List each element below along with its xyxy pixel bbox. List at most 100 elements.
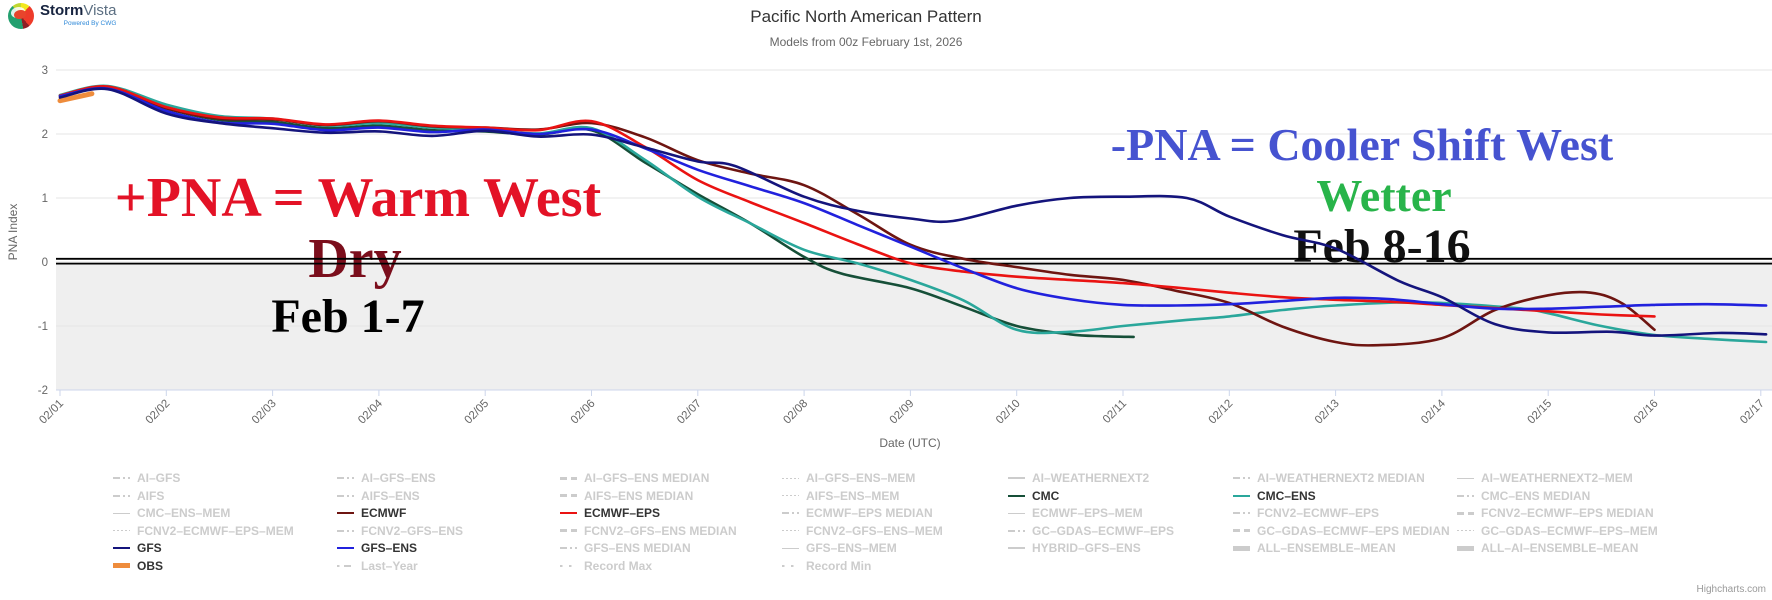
- legend-item-gfs[interactable]: GFS: [113, 541, 162, 555]
- legend-item-gc-gdas-ecmwf-eps-mem[interactable]: GC–GDAS–ECMWF–EPS–MEM: [1457, 524, 1658, 538]
- legend-item-ecmwf[interactable]: ECMWF: [337, 506, 406, 520]
- legend-swatch: [1008, 494, 1025, 497]
- legend-label: ECMWF: [361, 506, 407, 520]
- legend-item-aifs-ens-median[interactable]: AIFS–ENS MEDIAN: [560, 489, 693, 503]
- legend-item-cmc[interactable]: CMC: [1008, 489, 1059, 503]
- legend-label: CMC–ENS MEDIAN: [1481, 488, 1591, 503]
- legend-label: ECMWF–EPS: [584, 506, 661, 520]
- legend-item-obs[interactable]: OBS: [113, 559, 163, 573]
- highcharts-credit[interactable]: Highcharts.com: [1696, 584, 1766, 595]
- series-line-obs: [57, 91, 95, 104]
- legend-item-gc-gdas-ecmwf-eps-median[interactable]: GC–GDAS–ECMWF–EPS MEDIAN: [1233, 524, 1450, 538]
- legend-item-ai-gfs-ens-median[interactable]: AI–GFS–ENS MEDIAN: [560, 471, 709, 485]
- legend-item-ecmwf-eps-median[interactable]: ECMWF–EPS MEDIAN: [782, 506, 933, 520]
- annotation-warm-west: +PNA = Warm West: [114, 167, 602, 229]
- legend-swatch: [782, 530, 799, 531]
- legend-item-fcnv2-gfs-ens-median[interactable]: FCNV2–GFS–ENS MEDIAN: [560, 524, 737, 538]
- legend-item-ai-gfs-ens[interactable]: AI–GFS–ENS: [337, 471, 436, 485]
- legend-item-ai-gfs-ens-mem[interactable]: AI–GFS–ENS–MEM: [782, 471, 915, 485]
- legend-swatch: [560, 564, 577, 567]
- legend-item-ai-gfs[interactable]: AI–GFS: [113, 471, 180, 485]
- annotation-wetter: Wetter: [1316, 170, 1452, 221]
- stormvista-logo[interactable]: StormVista Powered By CWG: [8, 3, 116, 29]
- legend-swatch: [337, 547, 354, 549]
- legend-label: GFS: [137, 541, 162, 555]
- legend-item-fcnv2-gfs-ens-mem[interactable]: FCNV2–GFS–ENS–MEM: [782, 524, 943, 538]
- legend-item-last-year[interactable]: Last–Year: [337, 559, 418, 573]
- legend-item-ai-weathernext2-mem[interactable]: AI–WEATHERNEXT2–MEM: [1457, 471, 1633, 485]
- legend-swatch: [337, 564, 354, 567]
- legend-label: AI–GFS–ENS–MEM: [806, 471, 916, 485]
- legend-item-fcnv2-ecmwf-eps-mem[interactable]: FCNV2–ECMWF–EPS–MEM: [113, 524, 294, 538]
- logo-tagline: Powered By CWG: [63, 20, 117, 27]
- legend-swatch: [113, 494, 130, 497]
- legend-item-fcnv2-gfs-ens[interactable]: FCNV2–GFS–ENS: [337, 524, 463, 538]
- legend-item-gfs-ens[interactable]: GFS–ENS: [337, 541, 417, 555]
- legend-item-fcnv2-ecmwf-eps-median[interactable]: FCNV2–ECMWF–EPS MEDIAN: [1457, 506, 1654, 520]
- legend-swatch: [337, 477, 354, 479]
- legend-swatch: [560, 547, 577, 549]
- legend-swatch: [560, 529, 577, 532]
- legend-label: AI–GFS–ENS: [361, 471, 436, 485]
- legend-item-fcnv2-ecmwf-eps[interactable]: FCNV2–ECMWF–EPS: [1233, 506, 1379, 520]
- legend-item-aifs[interactable]: AIFS: [113, 489, 164, 503]
- legend-label: AI–GFS–ENS MEDIAN: [584, 471, 710, 485]
- legend-swatch: [1457, 494, 1474, 497]
- legend-label: FCNV2–GFS–ENS: [361, 523, 464, 538]
- legend-item-cmc-ens-mem[interactable]: CMC–ENS–MEM: [113, 506, 230, 520]
- legend-item-aifs-ens[interactable]: AIFS–ENS: [337, 489, 420, 503]
- legend-swatch: [337, 512, 354, 514]
- legend-swatch: [113, 563, 130, 568]
- legend-item-cmc-ens-median[interactable]: CMC–ENS MEDIAN: [1457, 489, 1590, 503]
- legend-item-gc-gdas-ecmwf-eps[interactable]: GC–GDAS–ECMWF–EPS: [1008, 524, 1174, 538]
- legend-label: FCNV2–ECMWF–EPS–MEM: [137, 523, 294, 538]
- legend-swatch: [782, 495, 799, 496]
- legend-swatch: [560, 476, 577, 480]
- legend-item-ecmwf-eps[interactable]: ECMWF–EPS: [560, 506, 660, 520]
- legend-label: ECMWF–EPS MEDIAN: [806, 506, 933, 520]
- legend-item-all-ensemble-mean[interactable]: ALL–ENSEMBLE–MEAN: [1233, 541, 1396, 555]
- legend-label: AIFS–ENS: [361, 488, 420, 503]
- legend-item-ai-weathernext2[interactable]: AI–WEATHERNEXT2: [1008, 471, 1149, 485]
- legend-swatch: [1457, 511, 1474, 515]
- legend-label: OBS: [137, 558, 164, 573]
- annotation-feb-8-16: Feb 8-16: [1293, 220, 1471, 273]
- legend-swatch: [1233, 545, 1250, 551]
- legend-label: GC–GDAS–ECMWF–EPS MEDIAN: [1257, 523, 1450, 538]
- stormvista-logo-icon: [8, 3, 34, 29]
- chart-subtitle: Models from 00z February 1st, 2026: [769, 35, 963, 49]
- legend-label: AI–WEATHERNEXT2 MEDIAN: [1257, 471, 1425, 485]
- legend-item-ecmwf-eps-mem[interactable]: ECMWF–EPS–MEM: [1008, 506, 1143, 520]
- legend-item-gfs-ens-median[interactable]: GFS–ENS MEDIAN: [560, 541, 691, 555]
- legend-item-record-min[interactable]: Record Min: [782, 559, 871, 573]
- brand-name-bold: Storm: [40, 2, 84, 19]
- stormvista-logo-text: StormVista Powered By CWG: [40, 3, 116, 28]
- legend-label: FCNV2–ECMWF–EPS: [1257, 506, 1380, 520]
- legend-swatch: [1457, 477, 1474, 479]
- legend-label: GFS–ENS: [361, 541, 418, 555]
- legend-swatch: [560, 494, 577, 497]
- legend-item-ai-weathernext2-median[interactable]: AI–WEATHERNEXT2 MEDIAN: [1233, 471, 1425, 485]
- x-axis-title: Date (UTC): [879, 436, 940, 450]
- legend-item-record-max[interactable]: Record Max: [560, 559, 652, 573]
- legend-item-hybrid-gfs-ens[interactable]: HYBRID–GFS–ENS: [1008, 541, 1141, 555]
- legend-item-cmc-ens[interactable]: CMC–ENS: [1233, 489, 1316, 503]
- legend-swatch: [782, 564, 799, 567]
- legend-label: CMC: [1032, 488, 1060, 503]
- legend-swatch: [1233, 494, 1250, 497]
- legend-label: FCNV2–GFS–ENS MEDIAN: [584, 523, 737, 538]
- legend-label: ALL–AI–ENSEMBLE–MEAN: [1481, 541, 1639, 555]
- legend-item-aifs-ens-mem[interactable]: AIFS–ENS–MEM: [782, 489, 899, 503]
- y-axis-label: 0: [42, 257, 48, 269]
- legend-swatch: [1008, 529, 1025, 532]
- legend-swatch: [1233, 512, 1250, 514]
- legend-swatch: [1233, 529, 1250, 532]
- legend-swatch: [1233, 477, 1250, 479]
- legend-item-gfs-ens-mem[interactable]: GFS–ENS–MEM: [782, 541, 897, 555]
- legend-label: GFS–ENS MEDIAN: [584, 541, 691, 555]
- legend-swatch: [1457, 545, 1474, 551]
- legend-item-all-ai-ensemble-mean[interactable]: ALL–AI–ENSEMBLE–MEAN: [1457, 541, 1638, 555]
- annotation-cooler-shift-west: -PNA = Cooler Shift West: [1110, 119, 1614, 170]
